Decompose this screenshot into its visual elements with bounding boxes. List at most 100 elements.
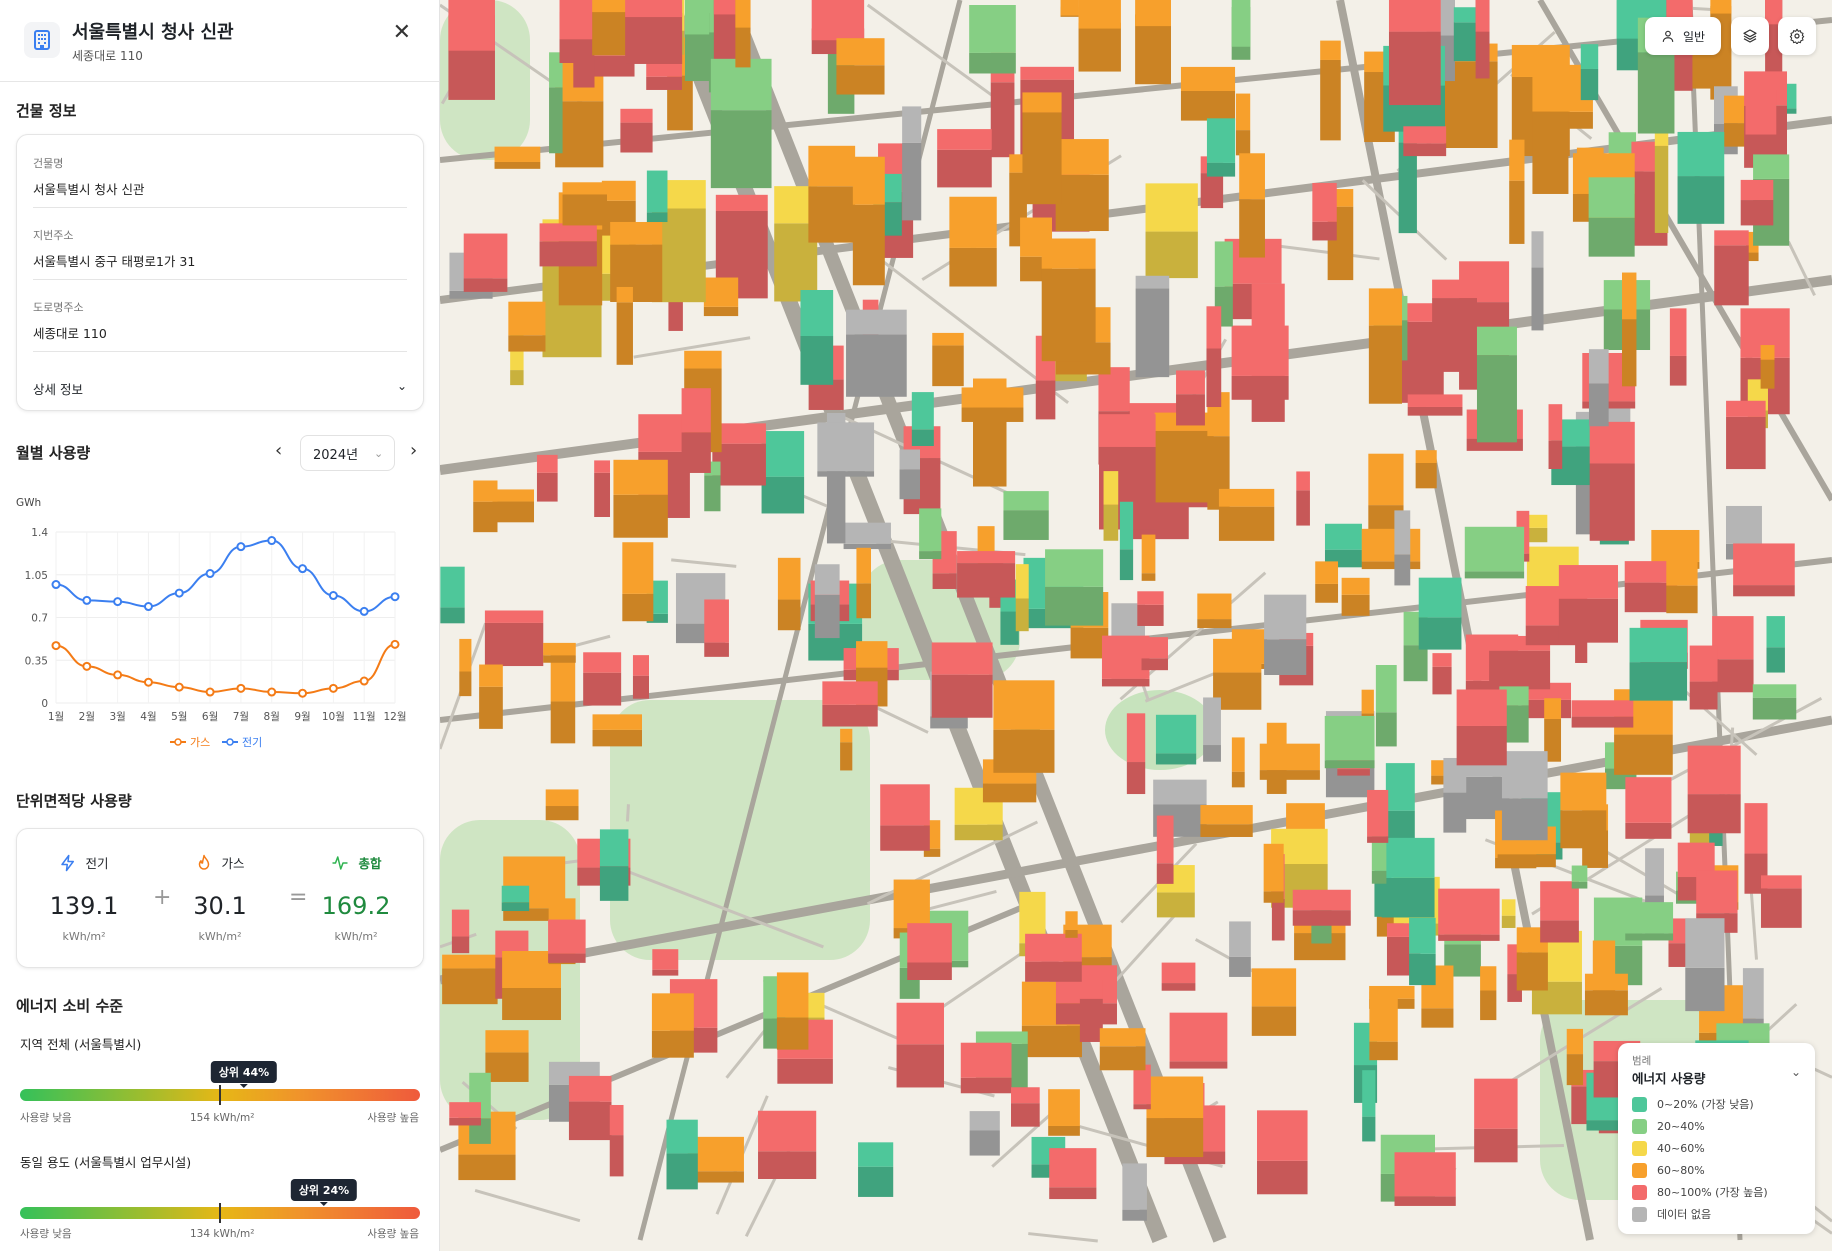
low-label: 사용량 낮음 <box>20 1112 72 1124</box>
building-roof <box>1135 275 1170 289</box>
building-side <box>1197 619 1232 629</box>
details-toggle[interactable]: 상세 정보 ⌄ <box>33 379 407 398</box>
building-side <box>508 335 546 352</box>
legend-collapse-button[interactable]: ⌄ <box>1790 1065 1801 1079</box>
building-side <box>1398 142 1417 234</box>
building-roof <box>613 459 668 495</box>
building-side <box>632 675 649 699</box>
building-roof <box>1532 73 1569 112</box>
next-year-button[interactable]: › <box>410 440 418 461</box>
3d-building-map[interactable] <box>440 0 1832 1251</box>
building-roof <box>681 388 711 433</box>
building-roof <box>1141 637 1168 659</box>
data-point <box>390 592 400 602</box>
building-side <box>459 671 472 697</box>
year-select[interactable]: 2024년 ⌄ <box>300 435 395 471</box>
prev-year-button[interactable]: ‹ <box>275 440 283 461</box>
monthly-title: 월별 사용량 <box>16 444 91 462</box>
data-point <box>359 676 369 686</box>
building-side <box>1000 611 1019 645</box>
building-side <box>1760 888 1802 928</box>
layers-button[interactable] <box>1731 17 1769 55</box>
data-point <box>82 595 92 605</box>
data-point <box>205 687 215 697</box>
building-side <box>1509 180 1525 244</box>
per-area-card: 전기 139.1 kWh/m² + 가스 30.1 kWh/m² = 총합 16… <box>16 828 424 968</box>
map-legend: 범례 에너지 사용량 ⌄ 0~20% (가장 낮음) 20~40% 40~60% 60… <box>1618 1043 1815 1234</box>
settings-button[interactable] <box>1778 17 1816 55</box>
metric-unit: kWh/m² <box>62 930 106 943</box>
high-label: 사용량 높음 <box>367 1228 419 1240</box>
building-roof <box>1687 745 1741 795</box>
building-roof <box>1203 697 1221 746</box>
building-side <box>458 1154 516 1181</box>
level-label: 지역 전체 (서울특별시) <box>20 1037 142 1052</box>
building-side <box>1257 1160 1308 1195</box>
building-side <box>1394 554 1411 586</box>
building-roof <box>492 489 535 502</box>
building-side <box>1154 430 1214 503</box>
building-side <box>1251 1006 1297 1036</box>
building-side <box>1733 585 1795 597</box>
building-side <box>1263 891 1284 903</box>
building-roof <box>776 972 809 1018</box>
building-roof <box>931 642 993 675</box>
building-side <box>1464 571 1525 579</box>
building-side <box>1259 770 1320 780</box>
building-side <box>846 334 907 397</box>
close-button[interactable]: ✕ <box>392 20 411 45</box>
field-value: 서울특별시 중구 태평로1가 31 <box>33 254 196 269</box>
building-side <box>442 968 498 1005</box>
legend-label: 0~20% (가장 낮음) <box>1657 1098 1754 1111</box>
building-roof <box>594 460 611 473</box>
building-roof <box>902 106 922 143</box>
building-side <box>1156 863 1174 884</box>
building-roof <box>1176 370 1205 395</box>
year-value: 2024년 <box>313 447 359 463</box>
building-roof <box>961 387 1024 408</box>
y-tick-label: 1.4 <box>31 527 48 539</box>
building-side <box>761 476 805 514</box>
building-side <box>451 936 470 954</box>
map-mode-button[interactable]: 일반 <box>1645 17 1721 55</box>
building-roof <box>1324 715 1375 761</box>
building-roof <box>1712 616 1754 660</box>
legend-swatch <box>1632 1185 1647 1200</box>
building-side <box>1315 583 1339 603</box>
building-roof <box>1206 118 1236 163</box>
building-roof <box>1677 131 1725 177</box>
building-roof <box>473 480 498 502</box>
building-side <box>543 655 576 663</box>
building-side <box>449 1117 481 1126</box>
building-side <box>1714 245 1749 306</box>
level-label: 동일 용도 (서울특별시 업무시설) <box>20 1155 192 1170</box>
building-roof <box>1403 126 1447 144</box>
building-roof <box>1464 526 1525 572</box>
building-side <box>1668 943 1690 967</box>
building-roof <box>1456 689 1507 726</box>
building-roof <box>1045 549 1104 587</box>
building-side <box>1381 877 1435 918</box>
x-tick-label: 6월 <box>202 711 218 723</box>
building-roof <box>1566 1028 1584 1055</box>
building-roof <box>610 221 663 245</box>
building-side <box>1103 504 1119 541</box>
building-roof <box>1544 698 1562 719</box>
building-roof <box>1048 1089 1080 1126</box>
building-side <box>1501 798 1548 841</box>
building-roof <box>896 1002 944 1045</box>
building-side <box>1501 915 1516 928</box>
building-side <box>969 52 1016 74</box>
building-roof <box>1015 564 1029 599</box>
building-roof <box>1078 0 1121 29</box>
building-side <box>652 969 679 976</box>
field-label: 도로명주소 <box>33 301 84 314</box>
building-roof <box>758 1110 817 1152</box>
building-roof <box>932 332 964 346</box>
building-roof <box>1206 306 1222 349</box>
building-side <box>1453 22 1480 62</box>
building-side <box>562 194 607 226</box>
metric-value: 139.1 <box>49 892 119 920</box>
building-roof <box>969 1111 1000 1131</box>
gear-icon <box>1789 28 1805 44</box>
